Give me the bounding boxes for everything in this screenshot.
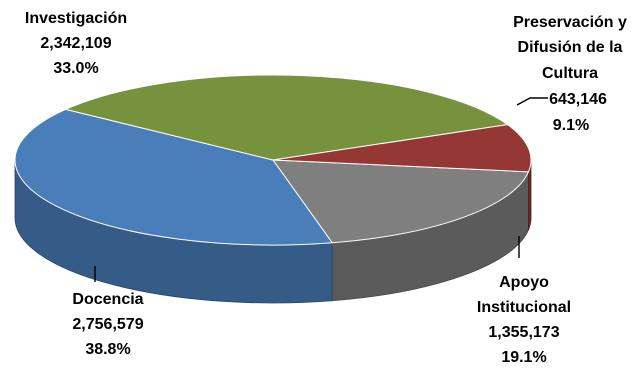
label-docencia: Docencia 2,756,579 38.8% — [72, 291, 143, 358]
label-apoyo: Apoyo Institucional 1,355,173 19.1% — [477, 274, 571, 366]
slice-investigacion — [64, 74, 509, 161]
label-apoyo-value: 1,355,173 — [488, 324, 559, 341]
leader-lines — [94, 97, 548, 282]
label-apoyo-name-line2: Institucional — [477, 299, 571, 316]
label-investigacion: Investigación 2,342,109 33.0% — [25, 10, 127, 77]
label-investigacion-percent: 33.0% — [53, 60, 98, 77]
label-cultura-percent: 9.1% — [553, 117, 589, 134]
slice-docencia — [14, 108, 334, 246]
label-docencia-value: 2,756,579 — [72, 316, 143, 333]
label-cultura-value: 643,146 — [549, 91, 607, 108]
label-cultura-name-line2: Difusión de la — [518, 39, 623, 56]
label-cultura-name-line1: Preservación y — [513, 14, 627, 31]
pie-tops — [14, 74, 532, 246]
label-cultura-name-line3: Cultura — [542, 65, 598, 82]
label-apoyo-name-line1: Apoyo — [499, 274, 549, 291]
label-investigacion-value: 2,342,109 — [40, 35, 111, 52]
label-apoyo-percent: 19.1% — [501, 349, 546, 366]
label-docencia-name: Docencia — [72, 291, 143, 308]
label-cultura: Preservación y Difusión de la Cultura 64… — [513, 14, 627, 134]
slice-preservacion-y-difusion-de-la-cultura — [272, 124, 532, 173]
label-investigacion-name: Investigación — [25, 10, 127, 27]
label-docencia-percent: 38.8% — [85, 341, 130, 358]
leader-line-cultura — [516, 97, 548, 106]
slice-apoyo-institucional — [271, 159, 530, 244]
